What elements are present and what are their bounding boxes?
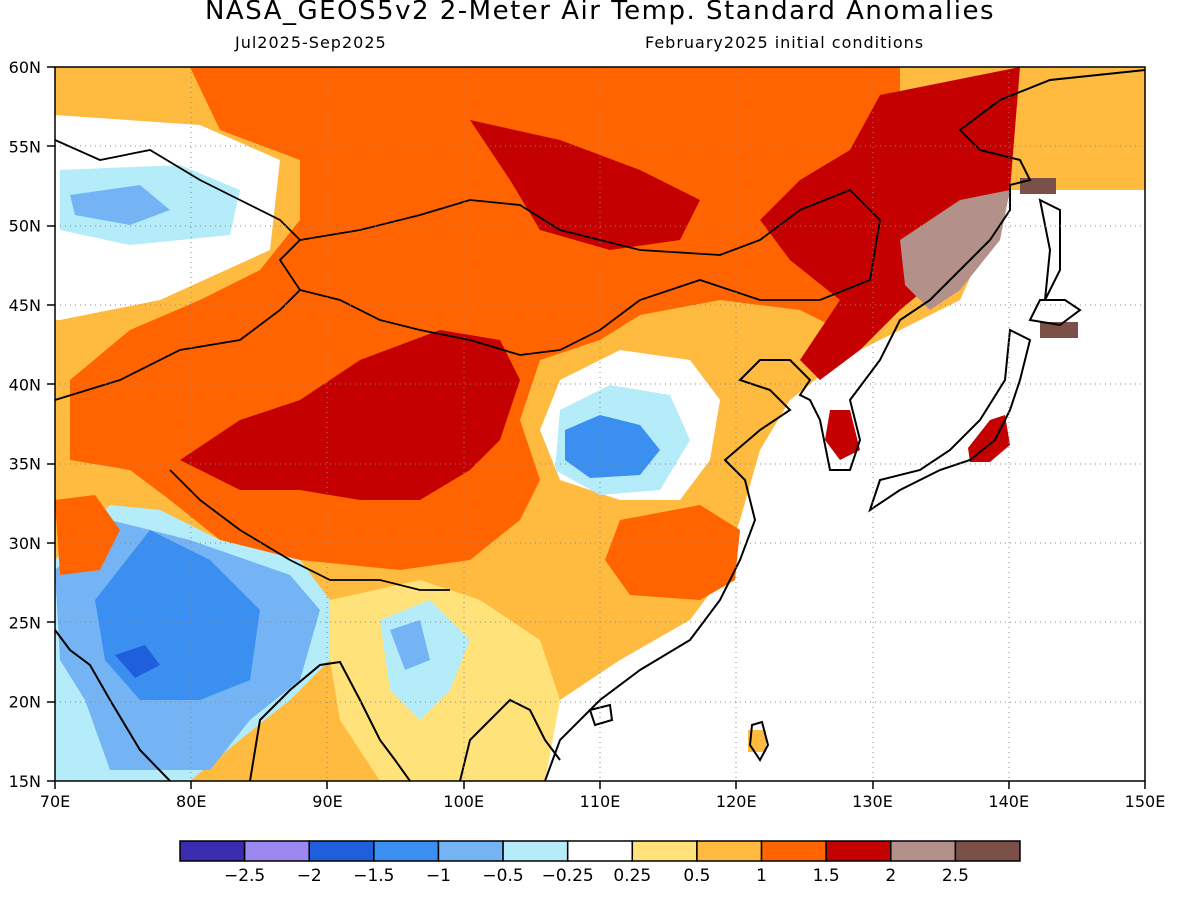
coastline-east-asia bbox=[544, 69, 1145, 781]
anomaly-cell-gt-2.5 bbox=[1020, 178, 1056, 194]
lat-tick-label: 50N bbox=[9, 217, 41, 236]
anomaly-region-2.5-ne bbox=[900, 190, 1010, 310]
anomaly-region-south-china bbox=[605, 505, 740, 600]
colorbar bbox=[179, 840, 1021, 862]
lon-tick-label: 70E bbox=[40, 792, 70, 811]
colorbar-label: −2.5 bbox=[224, 866, 265, 886]
coastline-hokkaido bbox=[1028, 299, 1082, 327]
anomaly-region-2.0-central bbox=[180, 330, 520, 500]
anomaly-region-2.0-ne bbox=[760, 67, 1020, 380]
colorbar-swatch bbox=[373, 840, 440, 862]
anomaly-region-cold-east bbox=[565, 415, 660, 478]
lon-ticks bbox=[54, 781, 1146, 789]
colorbar-swatch bbox=[502, 840, 569, 862]
coastline-taiwan bbox=[748, 720, 770, 762]
anomaly-field bbox=[55, 67, 1145, 781]
lon-tick-label: 100E bbox=[443, 792, 484, 811]
lat-tick-label: 60N bbox=[9, 58, 41, 77]
lat-tick-label: 30N bbox=[9, 534, 41, 553]
graticule bbox=[55, 67, 1145, 781]
anomaly-region-myanmar bbox=[390, 620, 430, 670]
anomaly-region-2.0-north bbox=[470, 120, 700, 250]
lat-tick-label: 45N bbox=[9, 296, 41, 315]
border-mongolia bbox=[278, 188, 881, 356]
anomaly-region-cold-nw bbox=[70, 185, 170, 225]
colorbar-swatch bbox=[308, 840, 375, 862]
border-china-west bbox=[55, 289, 301, 401]
lon-tick-label: 150E bbox=[1125, 792, 1166, 811]
colorbar-label: 0.25 bbox=[613, 866, 651, 886]
colorbar-label: −0.25 bbox=[542, 866, 594, 886]
anomaly-cell-gt-2.5 bbox=[1040, 322, 1078, 338]
coastline-indochina bbox=[459, 698, 561, 781]
colorbar-label: 0.5 bbox=[683, 866, 710, 886]
colorbar-label: −2 bbox=[297, 866, 322, 886]
lon-tick-label: 140E bbox=[988, 792, 1029, 811]
colorbar-label: 1.5 bbox=[813, 866, 840, 886]
coastline-sakhalin bbox=[1038, 198, 1061, 301]
colorbar-label: 2 bbox=[885, 866, 896, 886]
colorbar-label: −0.5 bbox=[482, 866, 523, 886]
lon-tick-label: 90E bbox=[312, 792, 342, 811]
lat-tick-label: 55N bbox=[9, 137, 41, 156]
colorbar-swatch bbox=[954, 840, 1021, 862]
colorbar-swatch bbox=[890, 840, 957, 862]
initial-conditions: February2025 initial conditions bbox=[645, 33, 925, 52]
lon-tick-label: 120E bbox=[716, 792, 757, 811]
anomaly-region-korea bbox=[825, 410, 860, 460]
colorbar-swatch bbox=[825, 840, 892, 862]
anomaly-region-india-coldest bbox=[115, 645, 160, 678]
colorbar-label: −1 bbox=[426, 866, 451, 886]
lon-tick-label: 80E bbox=[176, 792, 206, 811]
lat-labels: 15N 20N 25N 30N 35N 40N 45N 50N 55N 60N bbox=[9, 58, 41, 791]
colorbar-swatch bbox=[437, 840, 504, 862]
colorbar-swatch bbox=[696, 840, 763, 862]
lon-tick-label: 110E bbox=[580, 792, 621, 811]
colorbar-label: 1 bbox=[756, 866, 767, 886]
colorbar-labels: −2.5 −2 −1.5 −1 −0.5 −0.25 0.25 0.5 1 1.5 2 2.5 bbox=[224, 866, 969, 886]
lat-tick-label: 35N bbox=[9, 455, 41, 474]
coastline-japan bbox=[868, 328, 1032, 513]
colorbar-swatch bbox=[179, 840, 246, 862]
map-title: NASA_GEOS5v2 2-Meter Air Temp. Standard … bbox=[204, 0, 996, 26]
lat-tick-label: 15N bbox=[9, 772, 41, 791]
anomaly-cell-taiwan bbox=[748, 730, 766, 752]
coastlines bbox=[55, 69, 1145, 781]
anomaly-region-japan bbox=[968, 415, 1010, 462]
anomaly-region-pakistan bbox=[55, 495, 120, 575]
coastline-south-asia bbox=[55, 629, 171, 781]
coastline-bengal bbox=[249, 660, 411, 781]
colorbar-swatch bbox=[631, 840, 698, 862]
colorbar-swatch bbox=[243, 840, 310, 862]
colorbar-swatch bbox=[566, 840, 634, 862]
lon-tick-label: 130E bbox=[852, 792, 893, 811]
forecast-period: Jul2025-Sep2025 bbox=[235, 33, 387, 52]
border-kazakhstan bbox=[55, 139, 301, 241]
lat-tick-label: 20N bbox=[9, 693, 41, 712]
lat-tick-label: 25N bbox=[9, 613, 41, 632]
coastline-hainan bbox=[588, 703, 614, 727]
colorbar-label: 2.5 bbox=[942, 866, 969, 886]
border-himalaya bbox=[169, 469, 450, 591]
colorbar-swatch bbox=[760, 840, 827, 862]
lat-ticks bbox=[47, 66, 55, 782]
lat-tick-label: 40N bbox=[9, 375, 41, 394]
colorbar-label: −1.5 bbox=[353, 866, 394, 886]
lon-labels: 70E 80E 90E 100E 110E 120E 130E 140E 150E bbox=[40, 792, 1166, 811]
